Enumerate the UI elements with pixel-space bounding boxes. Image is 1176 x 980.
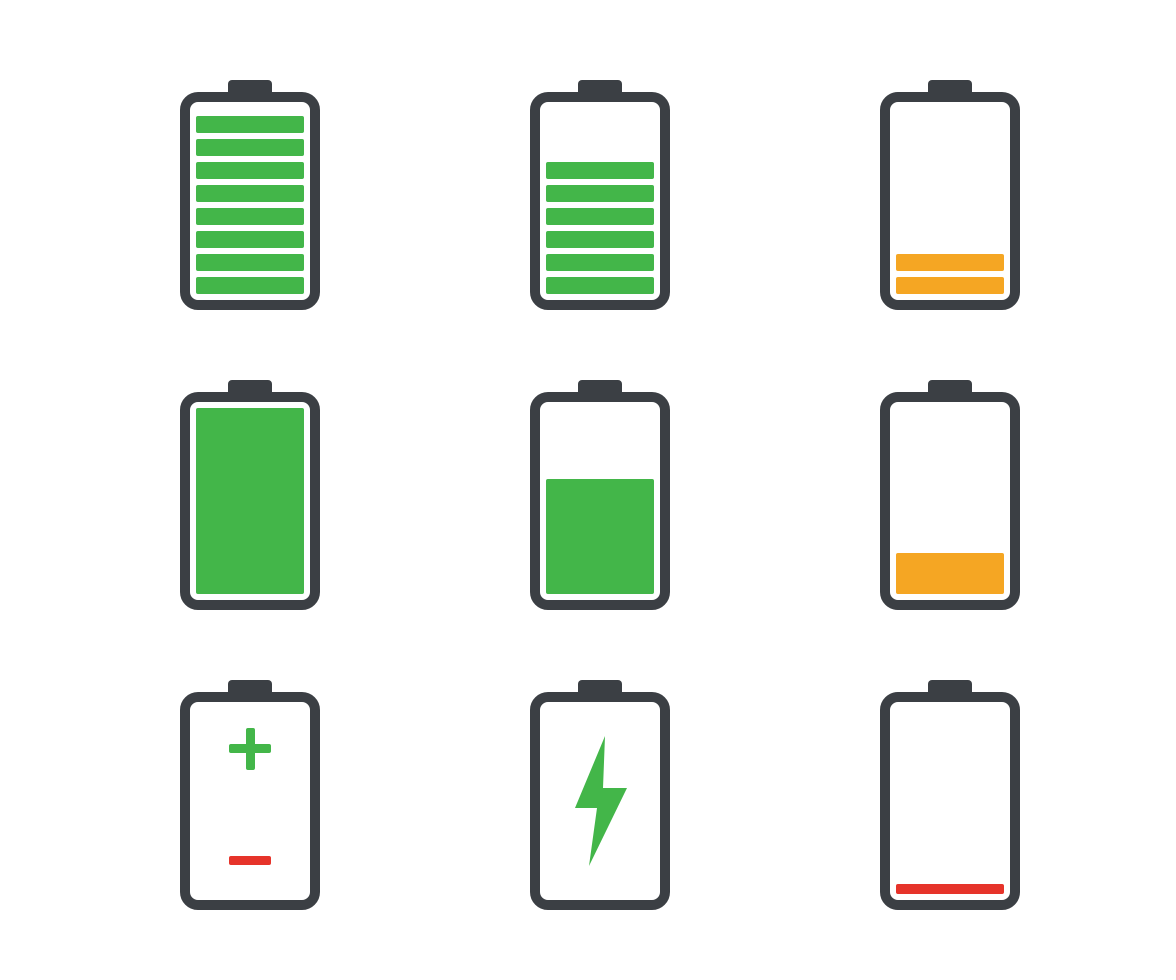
battery-shell bbox=[880, 692, 1020, 910]
battery-shell bbox=[530, 92, 670, 310]
battery-bar bbox=[196, 185, 304, 202]
battery-bar bbox=[896, 254, 1004, 271]
battery-bars-container bbox=[896, 708, 1004, 894]
battery-bar bbox=[196, 231, 304, 248]
battery-fill bbox=[896, 553, 1004, 594]
battery-bars-container bbox=[896, 108, 1004, 294]
battery-low-bars-orange-icon bbox=[880, 80, 1020, 310]
plus-icon bbox=[246, 728, 255, 770]
battery-bar bbox=[196, 254, 304, 271]
battery-bars-container bbox=[546, 108, 654, 294]
battery-bar bbox=[196, 208, 304, 225]
battery-bars-container bbox=[196, 108, 304, 294]
battery-shell bbox=[880, 92, 1020, 310]
bolt-container bbox=[546, 708, 654, 894]
battery-shell bbox=[180, 692, 320, 910]
battery-bar bbox=[196, 116, 304, 133]
battery-full-solid-icon bbox=[180, 380, 320, 610]
battery-bar bbox=[546, 254, 654, 271]
battery-full-bars-icon bbox=[180, 80, 320, 310]
battery-critical-icon bbox=[880, 680, 1020, 910]
battery-bar bbox=[896, 277, 1004, 294]
battery-shell bbox=[880, 392, 1020, 610]
battery-bar bbox=[896, 884, 1004, 894]
polarity-symbols bbox=[196, 708, 304, 894]
battery-fill bbox=[196, 408, 304, 594]
battery-bar bbox=[546, 277, 654, 294]
battery-low-solid-orange-icon bbox=[880, 380, 1020, 610]
battery-bar bbox=[546, 185, 654, 202]
battery-shell bbox=[530, 392, 670, 610]
minus-icon bbox=[229, 856, 271, 865]
battery-bar bbox=[196, 277, 304, 294]
battery-fill bbox=[546, 479, 654, 594]
battery-shell bbox=[180, 392, 320, 610]
battery-bar bbox=[196, 162, 304, 179]
battery-bar bbox=[546, 231, 654, 248]
battery-bar bbox=[546, 162, 654, 179]
lightning-bolt-icon bbox=[565, 736, 635, 866]
battery-bar bbox=[196, 139, 304, 156]
battery-polarity-icon bbox=[180, 680, 320, 910]
battery-75-bars-icon bbox=[530, 80, 670, 310]
battery-shell bbox=[180, 92, 320, 310]
battery-bar bbox=[546, 208, 654, 225]
battery-60-solid-icon bbox=[530, 380, 670, 610]
battery-shell bbox=[530, 692, 670, 910]
battery-charging-icon bbox=[530, 680, 670, 910]
